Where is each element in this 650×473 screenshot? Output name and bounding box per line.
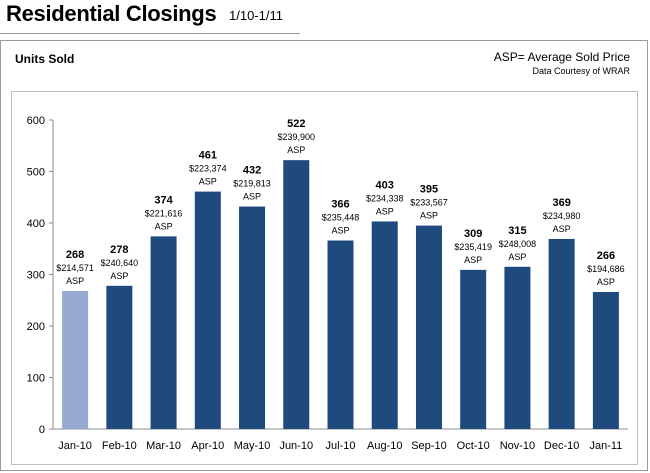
y-tick-label: 600	[27, 115, 45, 127]
x-tick-label: Mar-10	[146, 440, 181, 452]
plot-area-frame	[11, 91, 638, 465]
data-label-price: $214,571	[56, 263, 94, 273]
data-label-units: 461	[199, 150, 217, 162]
data-label-units: 374	[154, 194, 173, 206]
bar	[106, 285, 133, 429]
data-label-units: 266	[597, 250, 615, 262]
data-label-units: 432	[243, 165, 261, 177]
bar	[239, 206, 266, 429]
x-tick-label: May-10	[234, 440, 271, 452]
x-tick-label: Dec-10	[544, 440, 579, 452]
data-label-price: $239,900	[277, 132, 315, 142]
bar	[504, 266, 531, 429]
data-label-asp: ASP	[331, 226, 349, 236]
page-title: Residential Closings	[6, 1, 217, 26]
x-tick-label: Jan-11	[589, 440, 622, 452]
bar	[194, 191, 221, 429]
data-label-price: $248,008	[499, 239, 537, 249]
data-label-asp: ASP	[110, 271, 128, 281]
data-label-units: 522	[287, 118, 305, 130]
title-divider	[0, 33, 300, 34]
date-range: 1/10-1/11	[229, 8, 283, 23]
y-tick-label: 100	[27, 373, 45, 385]
data-label-price: $194,686	[587, 264, 625, 274]
x-tick-label: Jun-10	[279, 440, 313, 452]
units-sold-label: Units Sold	[15, 52, 75, 66]
data-label-units: 268	[66, 249, 84, 261]
data-label-asp: ASP	[155, 221, 173, 231]
bar	[150, 236, 177, 429]
data-label-units: 369	[552, 197, 570, 209]
y-tick-label: 0	[39, 424, 45, 436]
bar	[592, 292, 619, 429]
x-tick-label: Nov-10	[500, 440, 535, 452]
y-tick-label: 400	[27, 218, 45, 230]
data-label-asp: ASP	[376, 206, 394, 216]
data-label-asp: ASP	[287, 145, 305, 155]
data-label-asp: ASP	[464, 255, 482, 265]
x-tick-label: Feb-10	[102, 440, 137, 452]
x-tick-label: Apr-10	[191, 440, 224, 452]
data-label-price: $221,616	[145, 208, 183, 218]
asp-legend-note: ASP= Average Sold Price	[493, 50, 630, 64]
data-label-price: $240,640	[101, 258, 139, 268]
y-tick-label: 200	[27, 321, 45, 333]
bar	[283, 160, 310, 430]
data-label-price: $219,813	[233, 179, 271, 189]
bar	[371, 221, 398, 429]
data-label-asp: ASP	[243, 192, 261, 202]
data-label-units: 278	[110, 244, 128, 256]
data-label-price: $235,419	[454, 242, 492, 252]
data-label-price: $234,338	[366, 193, 404, 203]
x-tick-label: Sep-10	[411, 440, 446, 452]
y-tick-label: 300	[27, 270, 45, 282]
data-label-asp: ASP	[597, 277, 615, 287]
bar	[460, 269, 487, 429]
x-tick-label: Oct-10	[457, 440, 490, 452]
data-label-price: $235,448	[322, 213, 360, 223]
data-source-note: Data Courtesy of WRAR	[532, 66, 630, 76]
data-label-asp: ASP	[553, 224, 571, 234]
data-label-units: 315	[508, 225, 526, 237]
bar	[548, 238, 575, 429]
x-tick-label: Aug-10	[367, 440, 402, 452]
data-label-asp: ASP	[66, 276, 84, 286]
data-label-units: 403	[376, 179, 394, 191]
x-tick-label: Jan-10	[58, 440, 92, 452]
data-label-price: $233,567	[410, 198, 448, 208]
bar	[62, 290, 89, 429]
bar	[327, 240, 354, 429]
data-label-price: $234,980	[543, 211, 581, 221]
bar	[415, 225, 442, 429]
data-label-units: 395	[420, 184, 438, 196]
data-label-price: $223,374	[189, 164, 227, 174]
data-label-units: 309	[464, 228, 482, 240]
data-label-asp: ASP	[420, 211, 438, 221]
y-tick-label: 500	[27, 167, 45, 179]
data-label-asp: ASP	[199, 177, 217, 187]
data-label-units: 366	[331, 199, 349, 211]
data-label-asp: ASP	[508, 252, 526, 262]
x-tick-label: Jul-10	[326, 440, 356, 452]
